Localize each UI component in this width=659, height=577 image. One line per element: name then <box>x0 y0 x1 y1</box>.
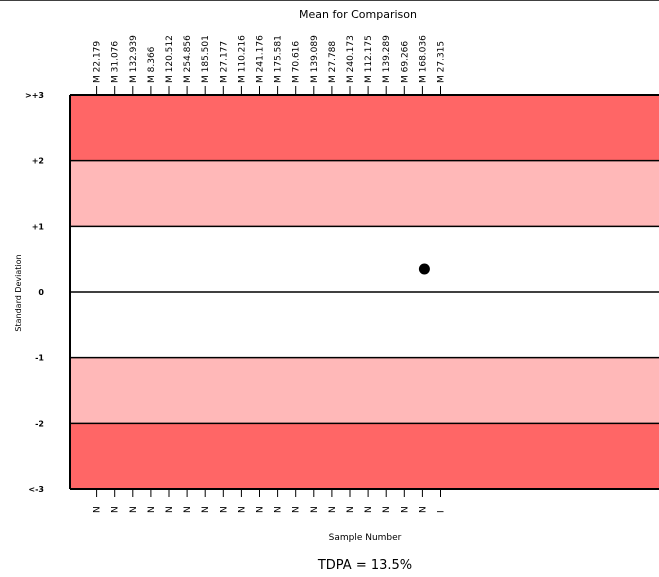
y-tick-label: <-3 <box>28 485 44 494</box>
top-tick-label: M 240.173 <box>346 35 356 83</box>
y-axis-label: Standard Deviation <box>14 254 23 331</box>
bottom-tick-label: N <box>201 506 211 513</box>
data-points <box>418 263 430 275</box>
bottom-tick-label: I <box>437 510 447 513</box>
chart-title: Mean for Comparison <box>299 8 417 21</box>
top-tick-label: M 175.581 <box>274 35 284 83</box>
bottom-tick-label: N <box>129 506 139 513</box>
top-tick-label: M 110.216 <box>237 35 247 83</box>
top-tick-label: M 120.512 <box>165 35 175 83</box>
y-tick-label: 0 <box>38 288 44 297</box>
y-tick-label: -2 <box>35 419 44 428</box>
bottom-tick-label: N <box>147 506 157 513</box>
sd-band-3 <box>70 357 659 424</box>
top-tick-label: M 139.089 <box>310 35 320 83</box>
sd-lines <box>69 94 659 490</box>
footer-note: TDPA = 13.5% <box>317 558 412 573</box>
y-tick-label: -1 <box>35 354 44 363</box>
y-tick-label: +2 <box>32 157 44 166</box>
bottom-tick-label: N <box>382 506 392 513</box>
top-tick-label: M 132.939 <box>129 35 139 83</box>
top-tick-label: M 8.366 <box>147 46 157 83</box>
bottom-tick-label: N <box>165 506 175 513</box>
data-point <box>418 263 430 275</box>
y-tick-label: >+3 <box>25 91 44 100</box>
y-tick-label: +1 <box>32 222 45 231</box>
bottom-tick-label: N <box>93 506 103 513</box>
top-tick-label: M 27.788 <box>328 41 338 83</box>
top-tick-label: M 168.036 <box>418 35 428 83</box>
bottom-tick-label: N <box>292 506 302 513</box>
top-tick-label: M 69.266 <box>400 41 410 83</box>
bottom-tick-label: N <box>310 506 320 513</box>
bottom-tick-label: N <box>400 506 410 513</box>
top-tick-label: M 70.616 <box>292 41 302 83</box>
y-tick-labels: >+3 +2 +1 0 -1 -2 <-3 <box>25 91 44 494</box>
bottom-tick-label: N <box>237 506 247 513</box>
sd-band-1 <box>70 160 659 227</box>
bottom-tick-label: N <box>418 506 428 513</box>
sd-band-4 <box>70 423 659 489</box>
top-tick-label: M 22.179 <box>93 41 103 83</box>
top-tick-label: M 27.177 <box>219 41 229 83</box>
x-axis-label: Sample Number <box>329 533 402 543</box>
top-tick-labels: M 22.179 M 31.076 M 132.939 M 8.366 M 120.51… <box>93 35 447 94</box>
top-tick-label: M 185.501 <box>201 35 211 83</box>
sd-band-0 <box>70 95 659 161</box>
bottom-tick-label: N <box>183 506 193 513</box>
bottom-tick-label: N <box>256 506 266 513</box>
top-tick-label: M 31.076 <box>111 41 121 83</box>
top-tick-label: M 27.315 <box>437 41 447 83</box>
top-tick-label: M 139.289 <box>382 35 392 83</box>
bottom-tick-label: N <box>328 506 338 513</box>
bottom-tick-label: N <box>346 506 356 513</box>
top-tick-label: M 112.175 <box>364 35 374 83</box>
bottom-tick-label: N <box>111 506 121 513</box>
bottom-tick-label: N <box>219 506 229 513</box>
top-tick-label: M 241.176 <box>256 35 266 83</box>
bottom-tick-label: N <box>364 506 374 513</box>
top-tick-label: M 254.856 <box>183 35 193 83</box>
bottom-tick-label: N <box>274 506 284 513</box>
